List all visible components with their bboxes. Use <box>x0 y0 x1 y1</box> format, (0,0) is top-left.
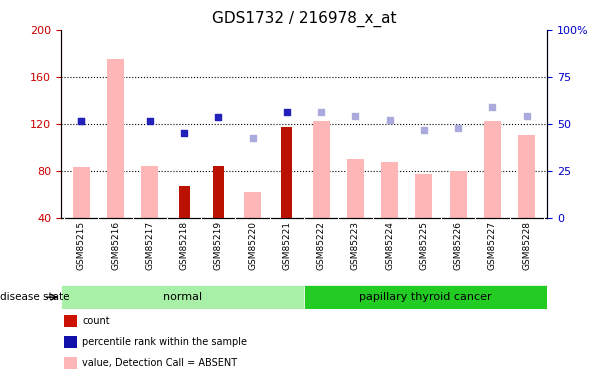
Point <box>316 109 326 115</box>
Point <box>282 109 292 115</box>
Bar <box>179 186 190 218</box>
Text: papillary thyroid cancer: papillary thyroid cancer <box>359 292 492 302</box>
Bar <box>313 122 330 218</box>
Bar <box>244 192 261 217</box>
Text: disease state: disease state <box>0 292 69 302</box>
Bar <box>304 285 547 309</box>
Text: value, Detection Call = ABSENT: value, Detection Call = ABSENT <box>82 358 237 368</box>
Point <box>522 112 531 118</box>
Text: percentile rank within the sample: percentile rank within the sample <box>82 337 247 347</box>
Point <box>77 118 86 124</box>
Point <box>179 130 189 136</box>
Text: GSM85228: GSM85228 <box>522 221 531 270</box>
Point <box>488 104 497 110</box>
Text: GSM85226: GSM85226 <box>454 221 463 270</box>
Text: GSM85225: GSM85225 <box>420 221 429 270</box>
Text: count: count <box>82 316 109 326</box>
Text: GSM85215: GSM85215 <box>77 221 86 270</box>
Bar <box>518 135 535 218</box>
Point <box>247 135 257 141</box>
Text: GSM85227: GSM85227 <box>488 221 497 270</box>
Text: GSM85216: GSM85216 <box>111 221 120 270</box>
Point <box>419 127 429 133</box>
Bar <box>282 127 292 218</box>
Text: GSM85224: GSM85224 <box>385 221 394 270</box>
Text: GSM85221: GSM85221 <box>282 221 291 270</box>
Title: GDS1732 / 216978_x_at: GDS1732 / 216978_x_at <box>212 11 396 27</box>
Bar <box>347 159 364 218</box>
Bar <box>415 174 432 217</box>
Text: GSM85222: GSM85222 <box>317 221 326 270</box>
Point <box>351 112 361 118</box>
Text: GSM85220: GSM85220 <box>248 221 257 270</box>
Point <box>77 118 86 124</box>
Text: GSM85219: GSM85219 <box>214 221 223 270</box>
Text: GSM85217: GSM85217 <box>145 221 154 270</box>
Point <box>213 114 223 120</box>
Bar <box>107 59 124 217</box>
Point <box>385 117 395 123</box>
Point <box>454 125 463 132</box>
Bar <box>73 167 90 217</box>
Text: normal: normal <box>163 292 202 302</box>
Bar <box>61 285 304 309</box>
Text: GSM85223: GSM85223 <box>351 221 360 270</box>
Bar <box>213 166 224 218</box>
Bar <box>449 171 467 217</box>
Bar <box>381 162 398 218</box>
Text: GSM85218: GSM85218 <box>179 221 188 270</box>
Bar <box>141 166 159 218</box>
Point <box>145 118 154 124</box>
Bar <box>484 122 501 218</box>
